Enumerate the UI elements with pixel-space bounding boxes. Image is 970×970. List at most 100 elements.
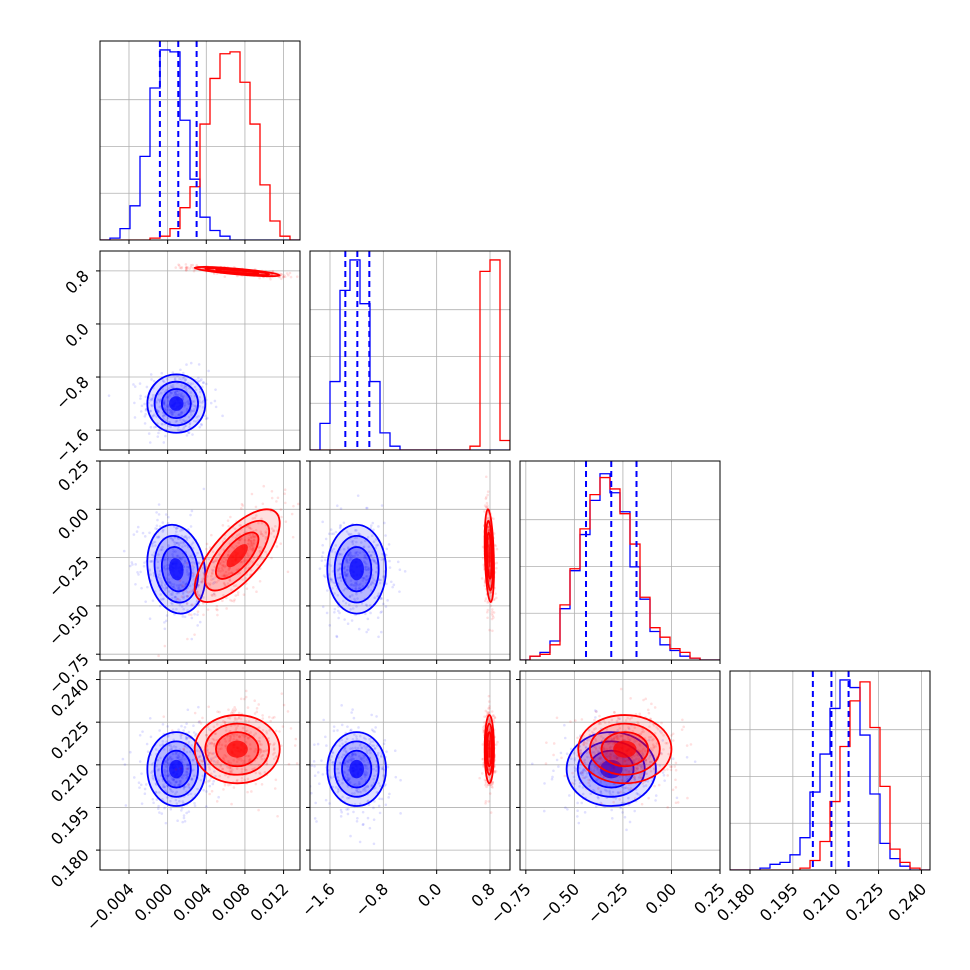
sample-point (279, 508, 283, 511)
sample-point (641, 751, 644, 755)
sample-point (335, 634, 338, 638)
contour-line (486, 531, 493, 580)
panel-1-0 (96, 250, 301, 454)
sample-point (633, 777, 636, 781)
sample-point (321, 605, 325, 609)
sample-point (660, 721, 663, 725)
sample-point (170, 596, 174, 600)
sample-point (596, 750, 600, 753)
sample-point (358, 586, 361, 590)
sample-point (566, 807, 569, 811)
sample-point (647, 738, 651, 742)
sample-point (486, 504, 489, 508)
sample-point (158, 525, 162, 528)
sample-point (157, 779, 160, 782)
sample-point (221, 524, 225, 527)
sample-point (156, 807, 160, 811)
sample-point (161, 545, 164, 549)
sample-point (583, 761, 587, 765)
sample-point (487, 800, 491, 803)
sample-point (210, 533, 213, 537)
sample-point (496, 740, 499, 744)
sample-point (365, 630, 368, 634)
sample-point (491, 614, 494, 617)
sample-point (199, 746, 203, 750)
sample-point (586, 739, 589, 742)
sample-point (181, 584, 185, 587)
sample-point (226, 734, 229, 738)
sample-point (250, 548, 254, 551)
gridlines (100, 671, 300, 870)
sample-point (249, 568, 253, 572)
sample-point (155, 764, 158, 768)
sample-point (151, 599, 155, 602)
sample-point (295, 762, 299, 765)
sample-point (230, 545, 234, 548)
sample-point (213, 565, 217, 569)
sample-point (180, 809, 183, 812)
sample-point (144, 407, 148, 411)
sample-point (200, 401, 204, 404)
sample-point (178, 429, 182, 432)
sample-point (615, 737, 619, 741)
sample-point (192, 404, 195, 407)
sample-point (325, 611, 329, 615)
sample-point (162, 380, 166, 384)
sample-point (148, 531, 151, 535)
sample-point (635, 753, 639, 756)
sample-point (161, 414, 165, 418)
sample-point (230, 571, 233, 575)
sample-point (245, 729, 249, 733)
sample-point (171, 790, 174, 794)
sample-point (338, 566, 342, 570)
sample-point (550, 777, 554, 781)
sample-point (336, 767, 339, 771)
sample-point (618, 726, 622, 730)
sample-point (585, 748, 589, 752)
sample-point (172, 738, 176, 742)
sample-point (250, 543, 254, 547)
sample-point (366, 535, 370, 539)
sample-point (336, 729, 339, 732)
sample-point (343, 565, 347, 569)
sample-point (179, 556, 182, 560)
sample-point (592, 741, 595, 745)
sample-point (349, 551, 352, 555)
sample-point (175, 389, 178, 393)
sample-point (246, 706, 250, 709)
sample-point (149, 425, 153, 429)
sample-point (222, 594, 225, 597)
sample-point (259, 530, 263, 534)
sample-point (198, 594, 201, 598)
sample-point (182, 729, 185, 732)
sample-point (184, 385, 187, 389)
sample-point (581, 773, 584, 777)
sample-point (365, 604, 369, 608)
sample-point (654, 794, 658, 797)
sample-point (251, 548, 255, 552)
sample-point (269, 277, 272, 281)
sample-point (190, 613, 193, 617)
sample-point (212, 751, 215, 755)
sample-point (485, 501, 489, 505)
sample-point (329, 577, 332, 580)
sample-point (486, 490, 490, 493)
sample-point (175, 790, 179, 794)
panel-frame (519, 460, 721, 661)
sample-point (193, 633, 196, 637)
sample-point (608, 741, 612, 745)
density-series-1 (483, 714, 495, 785)
sample-point (331, 587, 334, 590)
sample-point (373, 559, 376, 562)
sample-point (227, 553, 230, 557)
sample-point (341, 599, 345, 603)
sample-point (165, 408, 168, 412)
sample-point (341, 795, 344, 799)
sample-point (214, 405, 218, 409)
sample-point (239, 524, 243, 527)
sample-point (132, 383, 135, 386)
y-tick-label: 0.00 (54, 505, 93, 544)
sample-point (176, 597, 180, 601)
sample-point (249, 541, 253, 545)
sample-point (617, 717, 620, 721)
